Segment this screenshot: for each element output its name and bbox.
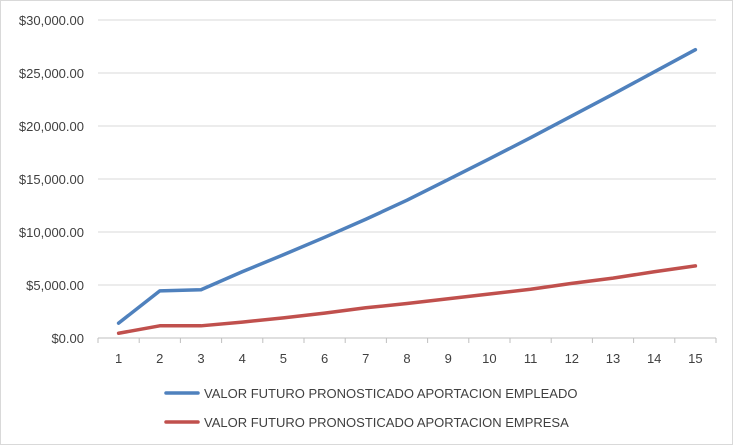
legend-label: VALOR FUTURO PRONOSTICADO APORTACION EMP… [204, 386, 577, 401]
x-axis: 1 2 3 4 5 6 7 8 9 10 11 12 13 14 15 [97, 338, 717, 366]
y-tick-label: $5,000.00 [26, 278, 84, 293]
legend-label: VALOR FUTURO PRONOSTICADO APORTACION EMP… [204, 415, 569, 430]
series-line-2 [116, 264, 698, 335]
legend: VALOR FUTURO PRONOSTICADO APORTACION EMP… [164, 386, 577, 430]
x-tick-label: 10 [482, 351, 496, 366]
y-axis: $0.00 $5,000.00 $10,000.00 $15,000.00 $20,00… [19, 13, 84, 346]
gridlines [98, 19, 716, 339]
x-tick-label: 12 [565, 351, 579, 366]
series-lines [116, 47, 698, 335]
x-tick-label: 13 [606, 351, 620, 366]
x-tick-label: 4 [239, 351, 246, 366]
x-tick-label: 14 [647, 351, 661, 366]
y-tick-label: $0.00 [51, 331, 84, 346]
x-tick-label: 5 [280, 351, 287, 366]
y-tick-label: $30,000.00 [19, 13, 84, 28]
y-tick-label: $20,000.00 [19, 119, 84, 134]
y-tick-label: $10,000.00 [19, 225, 84, 240]
x-tick-label: 6 [321, 351, 328, 366]
x-tick-label: 15 [688, 351, 702, 366]
x-tick-label: 3 [197, 351, 204, 366]
x-tick-label: 9 [445, 351, 452, 366]
y-tick-label: $15,000.00 [19, 172, 84, 187]
x-tick-label: 8 [403, 351, 410, 366]
series-line-1 [116, 47, 698, 325]
y-tick-label: $25,000.00 [19, 66, 84, 81]
x-tick-label: 11 [524, 351, 538, 366]
x-tick-label: 1 [115, 351, 122, 366]
x-tick-label: 7 [362, 351, 369, 366]
x-tick-label: 2 [156, 351, 163, 366]
